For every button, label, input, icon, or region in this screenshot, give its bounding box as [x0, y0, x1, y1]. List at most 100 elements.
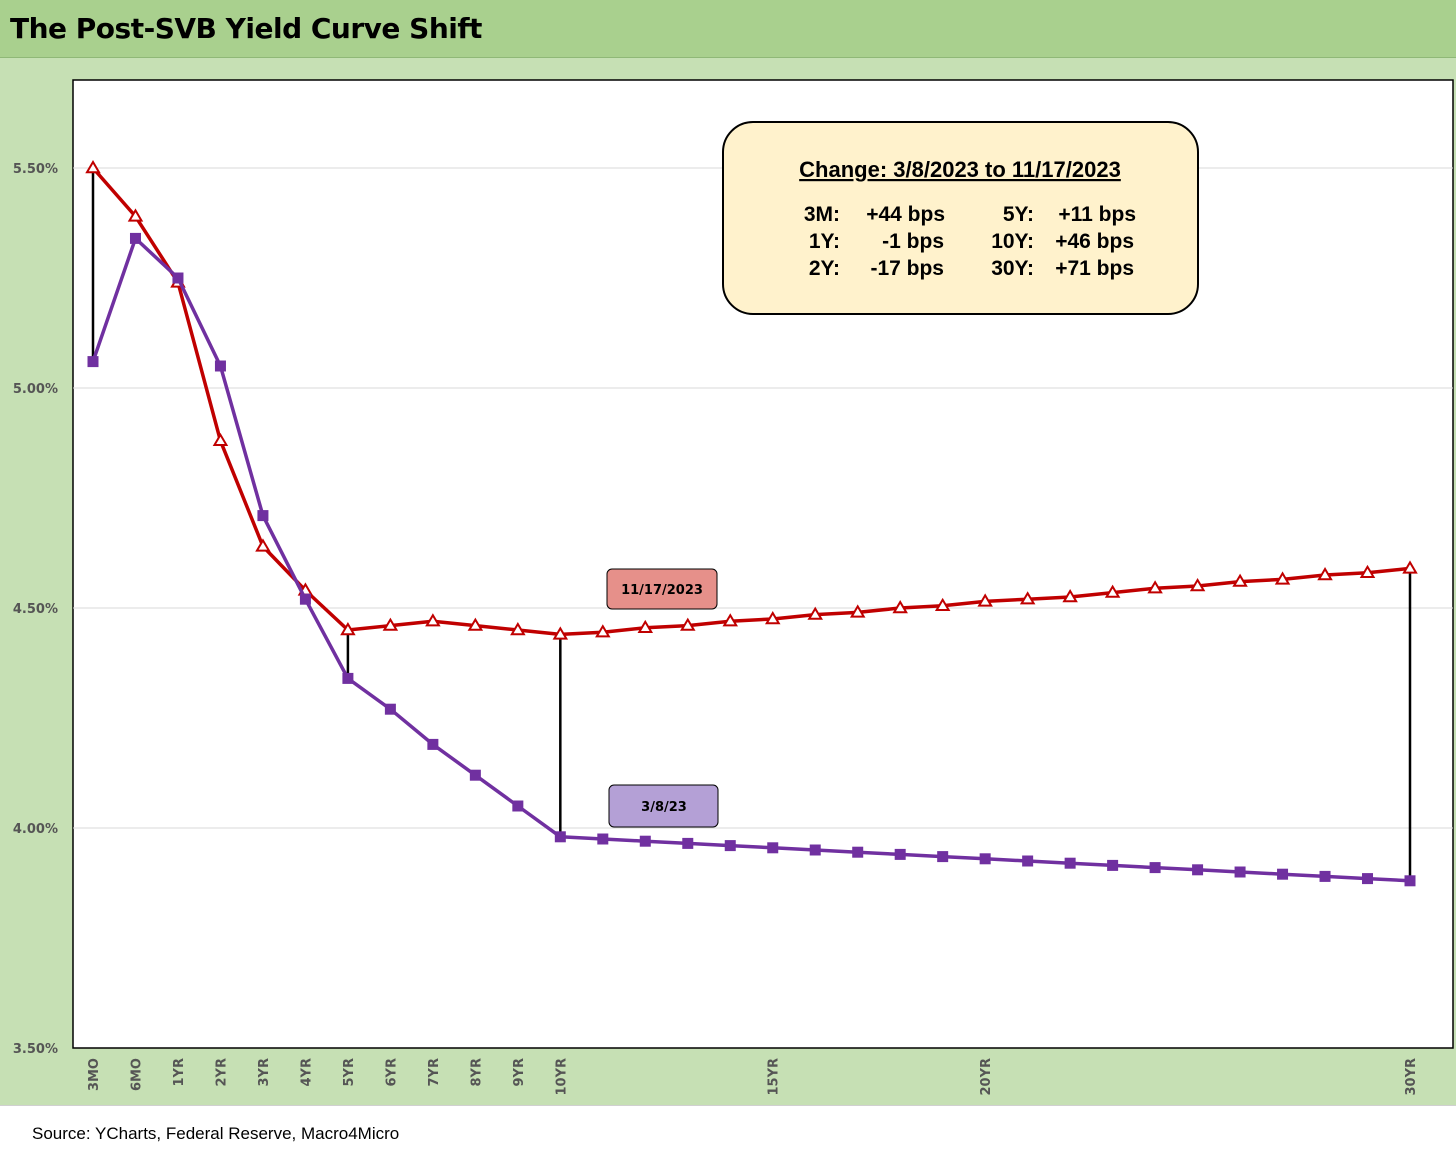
data-point-triangle — [382, 617, 399, 631]
x-axis-ticks: 3MO 6MO 1YR 2YR 3YR 4YR 5YR 6YR 7YR 8YR 9YR 10YR 15Y… — [87, 1058, 1419, 1096]
data-point-triangle — [764, 611, 781, 625]
x-tick-label: 15YR — [767, 1058, 782, 1096]
annotation-key: 1Y: — [809, 230, 840, 253]
data-point-triangle — [425, 613, 441, 627]
data-point-square — [937, 851, 949, 863]
series-line — [91, 166, 1411, 637]
annotation-value: +46 bps — [1055, 230, 1134, 253]
data-point-square — [129, 232, 141, 244]
data-point-square — [342, 672, 354, 684]
data-point-square — [1277, 868, 1289, 880]
data-point-square — [469, 769, 481, 781]
data-point-square — [852, 846, 864, 858]
series-label-mar-text: 3/8/23 — [641, 800, 687, 815]
annotation-value: +11 bps — [1058, 203, 1136, 226]
data-point-square — [172, 272, 184, 284]
data-point-triangle — [127, 208, 144, 222]
data-point-square — [1404, 875, 1416, 887]
data-point-square — [1064, 857, 1076, 869]
data-point-square — [1149, 862, 1161, 874]
data-point-triangle — [1189, 578, 1206, 592]
x-tick-label: 6YR — [384, 1058, 399, 1086]
x-tick-label: 7YR — [427, 1058, 442, 1086]
data-point-triangle — [1232, 573, 1248, 587]
change-annotation-box: Change: 3/8/2023 to 11/17/2023 3M: +44 b… — [722, 121, 1199, 315]
data-point-triangle — [552, 626, 569, 640]
data-point-triangle — [680, 617, 696, 631]
footer: Source: YCharts, Federal Reserve, Macro4… — [0, 1105, 1456, 1156]
data-point-triangle — [85, 160, 101, 174]
x-tick-label: 30YR — [1404, 1058, 1419, 1096]
data-point-square — [214, 360, 226, 372]
data-point-triangle — [637, 619, 654, 633]
data-point-square — [427, 738, 439, 750]
y-tick-label: 5.50% — [13, 162, 58, 177]
data-point-square — [809, 844, 821, 856]
series-line — [91, 236, 1411, 883]
x-tick-label: 1YR — [172, 1058, 187, 1086]
yield-curve-chart: 3.50% 4.00% 4.50% 5.00% 5.50% 3MO 6MO 1YR 2YR 3Y… — [13, 79, 1454, 1096]
data-point-triangle — [340, 622, 356, 636]
data-point-square — [724, 840, 736, 852]
data-point-square — [1107, 859, 1119, 871]
annotation-key: 10Y: — [991, 230, 1034, 253]
title-bar: The Post-SVB Yield Curve Shift — [0, 0, 1456, 58]
data-point-triangle — [1274, 571, 1291, 585]
data-point-square — [1234, 866, 1246, 878]
x-tick-label: 6MO — [129, 1058, 144, 1091]
series-label-nov-text: 11/17/2023 — [621, 583, 703, 598]
data-point-square — [682, 837, 694, 849]
series-label-mar: 3/8/23 — [608, 784, 719, 828]
data-point-square — [512, 800, 524, 812]
data-point-triangle — [1402, 560, 1418, 574]
data-point-triangle — [255, 538, 271, 552]
x-tick-label: 3MO — [87, 1058, 102, 1091]
x-tick-label: 8YR — [469, 1058, 484, 1086]
data-point-square — [597, 833, 609, 845]
annotation-value: -17 bps — [870, 257, 944, 280]
annotation-background — [722, 121, 1199, 315]
y-axis-ticks: 3.50% 4.00% 4.50% 5.00% 5.50% — [13, 162, 58, 1057]
x-tick-label: 3YR — [257, 1058, 272, 1086]
data-point-triangle — [849, 604, 866, 618]
data-point-square — [1022, 855, 1034, 867]
y-tick-label: 5.00% — [13, 382, 58, 397]
data-point-triangle — [1019, 591, 1036, 605]
data-point-triangle — [807, 606, 823, 620]
data-point-square — [87, 356, 99, 368]
annotation-value: +44 bps — [866, 203, 945, 226]
data-point-triangle — [1104, 584, 1121, 598]
annotation-key: 30Y: — [991, 257, 1034, 280]
annotation-value: -1 bps — [882, 230, 944, 253]
data-point-triangle — [722, 613, 739, 627]
data-point-triangle — [1062, 589, 1078, 603]
data-point-square — [554, 831, 566, 843]
x-tick-label: 20YR — [979, 1058, 994, 1096]
data-point-triangle — [934, 597, 951, 611]
y-tick-label: 3.50% — [13, 1042, 58, 1057]
data-point-square — [299, 593, 311, 605]
data-point-triangle — [892, 600, 908, 614]
data-point-triangle — [467, 617, 484, 631]
x-tick-label: 4YR — [299, 1058, 314, 1086]
plot-area — [72, 79, 1454, 1049]
data-point-triangle — [212, 432, 229, 446]
annotation-key: 3M: — [804, 203, 840, 226]
drop-lines — [91, 168, 1412, 881]
x-tick-label: 2YR — [214, 1058, 229, 1086]
series-layer — [85, 160, 1418, 887]
data-point-square — [767, 842, 779, 854]
annotation-key: 5Y: — [1003, 203, 1034, 226]
data-point-square — [257, 510, 269, 522]
gridlines — [73, 167, 1453, 829]
annotation-key: 2Y: — [809, 257, 840, 280]
data-point-square — [384, 703, 396, 715]
series-label-nov-box — [606, 568, 718, 610]
data-point-triangle — [1317, 567, 1333, 581]
x-tick-label: 9YR — [512, 1058, 527, 1086]
data-point-square — [979, 853, 991, 865]
data-point-square — [894, 848, 906, 860]
series-label-nov: 11/17/2023 — [606, 568, 718, 610]
data-point-triangle — [977, 593, 993, 607]
data-point-square — [1192, 864, 1204, 876]
